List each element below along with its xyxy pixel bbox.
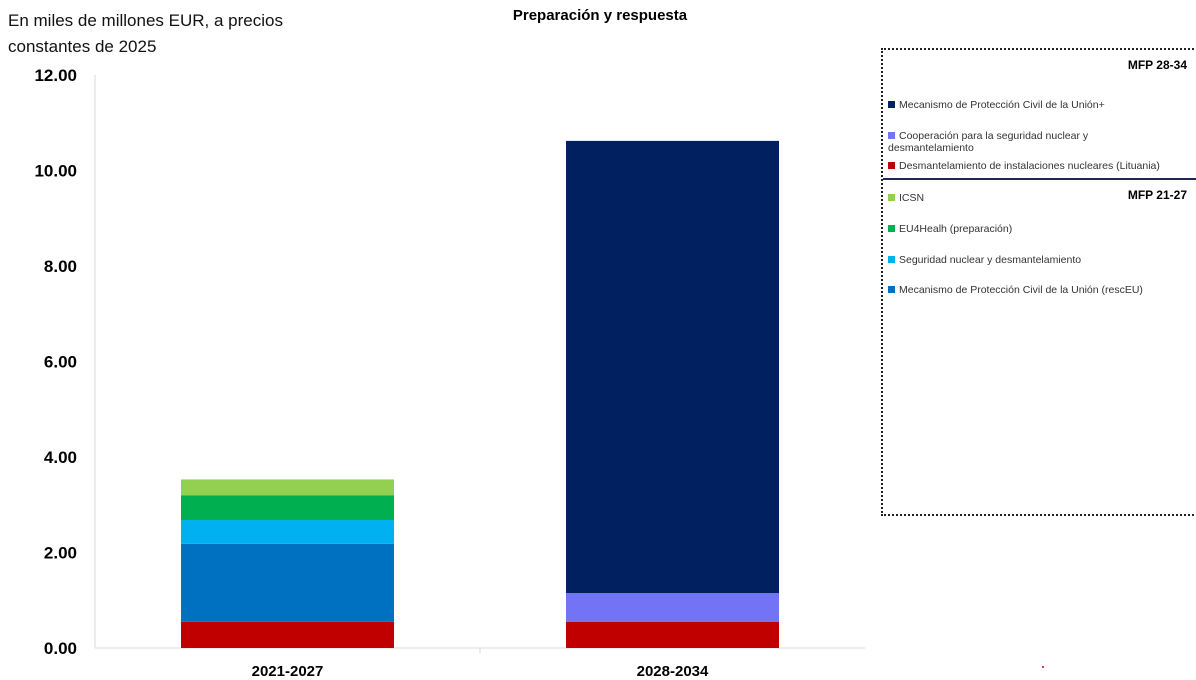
bar-segment — [181, 543, 394, 622]
y-tick-label: 10.00 — [34, 162, 77, 181]
legend-swatch — [888, 132, 895, 139]
legend-separator — [883, 178, 1196, 180]
legend-label: EU4Healh (preparación) — [899, 223, 1013, 235]
legend-item-seguridad-nuclear: Seguridad nuclear y desmantelamiento — [888, 254, 1196, 266]
legend-item-cooperacion: Cooperación para la seguridad nuclear y … — [888, 130, 1133, 154]
legend-item-icsn: ICSN — [888, 192, 1196, 204]
legend-label: Mecanismo de Protección Civil de la Unió… — [899, 284, 1143, 296]
legend-label: Desmantelamiento de instalaciones nuclea… — [899, 160, 1160, 172]
legend-label: Mecanismo de Protección Civil de la Unió… — [899, 99, 1105, 111]
bar-segment — [181, 621, 394, 648]
legend-label: Cooperación para la seguridad nuclear y … — [888, 130, 1089, 154]
y-tick-label: 0.00 — [44, 639, 77, 658]
bar-segment — [181, 479, 394, 496]
stray-mark — [1042, 666, 1044, 668]
legend-item-desmantelamiento-lituania: Desmantelamiento de instalaciones nuclea… — [888, 160, 1196, 172]
y-axis-label: En miles de millones EUR, a precios cons… — [8, 11, 283, 56]
legend-item-rescue: Mecanismo de Protección Civil de la Unió… — [888, 284, 1196, 296]
legend-swatch — [888, 225, 895, 232]
bar-segment — [566, 593, 779, 622]
legend-swatch — [888, 256, 895, 263]
chart-title: Preparación y respuesta — [512, 7, 688, 24]
legend-label: ICSN — [899, 192, 925, 204]
legend-swatch — [888, 286, 895, 293]
bar-segment — [181, 520, 394, 544]
y-tick-label: 12.00 — [34, 66, 77, 85]
legend-label: Seguridad nuclear y desmantelamiento — [899, 254, 1082, 266]
bar-segment — [566, 621, 779, 648]
legend-swatch — [888, 101, 895, 108]
y-tick-label: 4.00 — [44, 448, 77, 467]
x-tick-label: 2028-2034 — [637, 663, 709, 680]
legend-heading-mfp-28-34: MFP 28-34 — [1127, 58, 1187, 72]
y-tick-label: 6.00 — [44, 353, 77, 372]
x-tick-label: 2021-2027 — [252, 663, 324, 680]
y-tick-label: 8.00 — [44, 257, 77, 276]
legend-heading-mfp-21-27: MFP 21-27 — [1127, 188, 1187, 202]
legend-swatch — [888, 194, 895, 201]
bar-segment — [181, 495, 394, 521]
legend-item-mecanismo-plus: Mecanismo de Protección Civil de la Unió… — [888, 99, 1196, 111]
legend: MFP 28-34 Mecanismo de Protección Civil … — [881, 48, 1196, 516]
y-tick-label: 2.00 — [44, 544, 77, 563]
legend-swatch — [888, 162, 895, 169]
bar-segment — [566, 140, 779, 594]
legend-item-eu4health: EU4Healh (preparación) — [888, 223, 1196, 235]
chart-plot-area: 0.00 2.00 4.00 6.00 8.00 10.00 12.00 2021-2027 2… — [34, 66, 865, 680]
